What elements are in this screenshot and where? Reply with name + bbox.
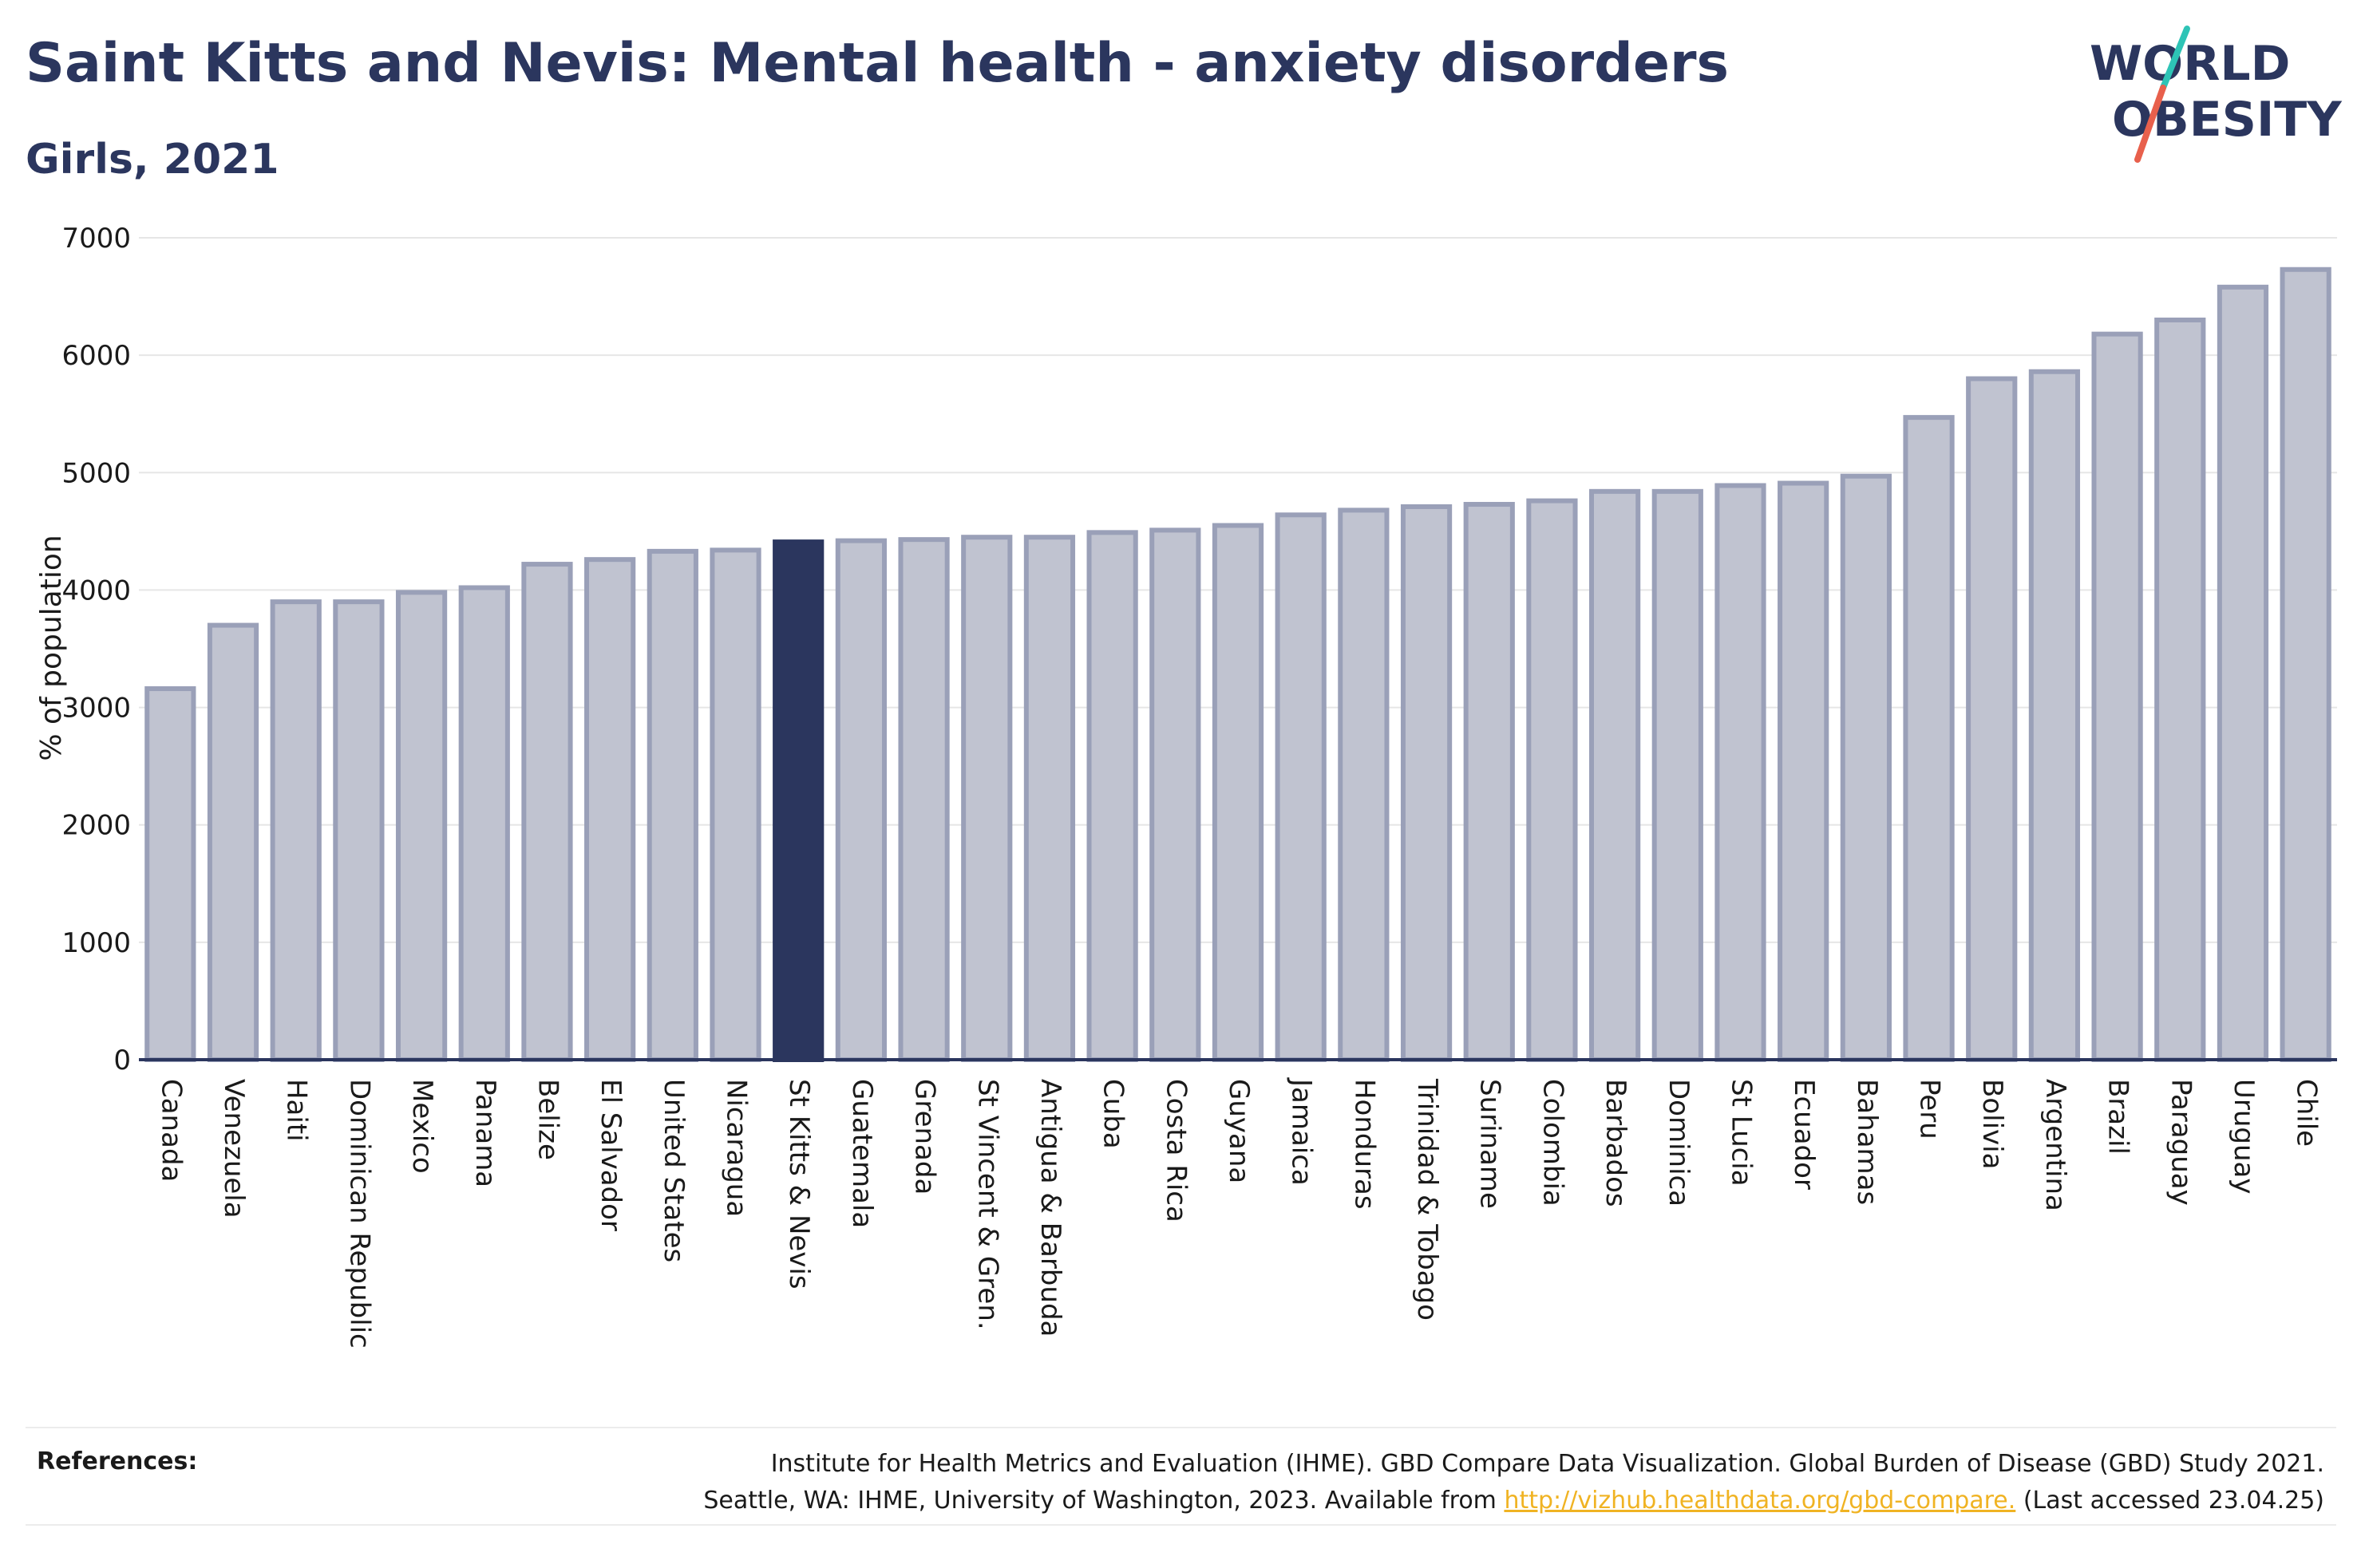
x-tick-label: United States [658,1079,690,1262]
bar [270,599,322,1062]
y-tick-label: 1000 [61,927,131,959]
x-tick-label: Haiti [281,1079,313,1142]
x-tick-label: Bolivia [1976,1079,2008,1169]
category-labels: Canada Venezuela Haiti Dominican Republic Me… [155,1077,2322,1349]
references-label: References: [37,1448,198,1475]
bar [395,590,448,1062]
bar-highlighted [773,539,825,1062]
y-tick-label: 4000 [61,575,131,606]
reference-line-2-prefix: Seattle, WA: IHME, University of Washing… [703,1487,1505,1515]
x-tick-label: Uruguay [2228,1079,2260,1195]
bar [521,562,573,1062]
y-axis-label: % of population [35,535,68,760]
x-tick-label: Brazil [2102,1079,2134,1155]
x-tick-label: Panama [469,1079,501,1187]
references-divider-bottom [26,1524,2336,1526]
bar [1589,488,1641,1062]
bar [1086,530,1138,1062]
x-tick-label: Ecuador [1788,1079,1820,1190]
bar [2280,267,2331,1062]
logo-slash-top-icon [2160,26,2190,91]
logo-slash-bottom-icon [2134,85,2166,163]
reference-line-2: Seattle, WA: IHME, University of Washing… [488,1483,2324,1519]
x-tick-label: Suriname [1474,1079,1506,1209]
x-tick-label: Peru [1914,1079,1946,1139]
y-tick-label: 3000 [61,693,131,725]
bar [584,557,636,1062]
x-tick-label: El Salvador [595,1079,627,1231]
x-tick-label: Canada [155,1079,187,1182]
x-tick-label: Trinidad & Tobago [1411,1078,1443,1321]
reference-line-2-suffix: (Last accessed 23.04.25) [2015,1487,2324,1515]
x-tick-label: Venezuela [218,1079,250,1218]
x-tick-label: Costa Rica [1160,1079,1192,1222]
x-tick-label: Guyana [1223,1079,1255,1183]
x-tick-label: St Lucia [1725,1079,1757,1187]
x-tick-label: Cuba [1097,1079,1129,1149]
logo-line-1: WORLD [2090,36,2290,92]
x-tick-label: Argentina [2039,1079,2071,1211]
y-tick-labels: 0 1000 2000 3000 4000 5000 6000 7000 [61,223,131,1076]
bar [2154,318,2206,1062]
bar [710,547,761,1062]
x-tick-label: Jamaica [1286,1077,1318,1186]
bar [1651,488,1703,1062]
bar [1840,473,1892,1062]
references-divider-top [26,1427,2336,1428]
bar [2217,284,2269,1062]
bar [144,686,196,1062]
chart-title: Saint Kitts and Nevis: Mental health - a… [26,32,1729,95]
bar [1714,483,1766,1062]
y-tick-label: 5000 [61,457,131,489]
y-tick-label: 2000 [61,810,131,842]
x-tick-label: Bahamas [1851,1079,1883,1205]
bar [1966,376,2018,1063]
x-tick-label: Belize [532,1079,564,1160]
bar [961,535,1013,1062]
references-text: Institute for Health Metrics and Evaluat… [488,1446,2324,1519]
bar [1903,415,1955,1062]
bar [835,538,887,1062]
bar [898,537,950,1062]
x-tick-label: Mexico [406,1079,438,1174]
bar [1149,527,1201,1062]
y-tick-label: 0 [113,1045,131,1076]
bar [1778,480,1829,1062]
x-tick-label: Paraguay [2165,1079,2197,1206]
reference-link[interactable]: http://vizhub.healthdata.org/gbd-compare… [1504,1487,2016,1515]
bar-chart: 0 1000 2000 3000 4000 5000 6000 7000 Canada Vene… [35,223,2337,1349]
x-tick-label: Barbados [1600,1079,1631,1207]
reference-line-1: Institute for Health Metrics and Evaluat… [770,1450,2324,1478]
chart-subtitle: Girls, 2021 [26,136,279,184]
bar [1338,508,1390,1062]
bar [458,585,510,1062]
bar [1526,498,1578,1062]
y-tick-label: 6000 [61,340,131,372]
bar [207,622,259,1062]
bar [2028,369,2081,1062]
bar [1275,512,1327,1062]
x-tick-label: Colombia [1536,1079,1568,1207]
x-tick-label: Grenada [909,1079,941,1195]
bar [2091,331,2143,1062]
world-obesity-logo: WORLD OBESITY [2090,26,2343,163]
x-tick-label: Nicaragua [721,1079,753,1217]
bar [1463,502,1515,1062]
x-tick-label: Antigua & Barbuda [1034,1079,1066,1337]
x-tick-label: St Kitts & Nevis [783,1079,815,1290]
bar [1400,504,1453,1062]
bar [333,599,385,1062]
y-tick-label: 7000 [61,223,131,255]
x-tick-label: Honduras [1348,1079,1380,1210]
x-tick-label: Guatemala [846,1079,878,1228]
bars [144,267,2331,1063]
x-tick-label: St Vincent & Gren. [971,1079,1003,1330]
bar [1023,535,1076,1062]
bar [1212,523,1264,1062]
bar [647,548,698,1062]
x-tick-label: Dominica [1663,1079,1695,1207]
x-tick-label: Dominican Republic [343,1079,375,1349]
x-tick-label: Chile [2291,1079,2323,1147]
